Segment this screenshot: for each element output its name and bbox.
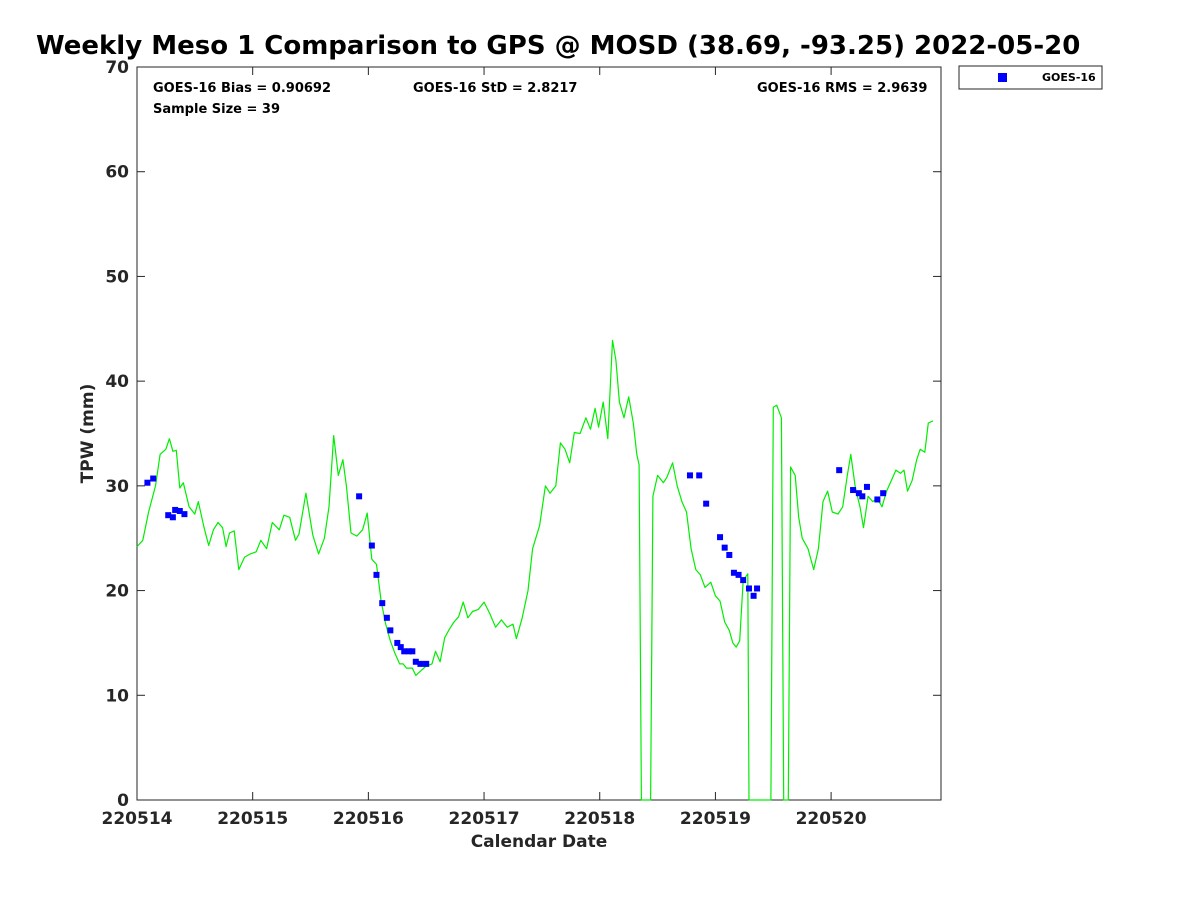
goes-16-point [735,571,742,578]
goes-16-point [750,592,757,599]
y-axis-label: TPW (mm) [78,384,98,484]
goes-16-point [379,600,386,607]
goes-16-point [863,483,870,490]
y-tick-label: 20 [105,582,129,602]
goes-16-point [717,534,724,541]
x-tick-label: 220519 [680,809,751,829]
plot-area [136,66,942,801]
gps-series [136,339,934,801]
goes-16-point [880,490,887,497]
y-tick-label: 0 [117,791,129,811]
goes-16-point [409,648,416,655]
x-tick-label: 220514 [102,809,173,829]
goes-16-point [726,551,733,558]
goes-16-point [836,467,843,474]
x-tick-label: 220515 [217,809,288,829]
legend-label-goes-16: GOES-16 [1042,71,1096,84]
legend-marker-goes-16 [998,73,1007,82]
goes-16-point [423,660,430,667]
goes-16-point [745,585,752,592]
goes-16-point [850,487,857,494]
chart-title: Weekly Meso 1 Comparison to GPS @ MOSD (… [36,31,1080,61]
y-tick-label: 70 [105,58,129,78]
goes-16-point [686,472,693,479]
goes-16-point [859,493,866,500]
goes-16-point [397,644,404,651]
y-tick-label: 10 [105,686,129,706]
goes-16-point [394,639,401,646]
y-tick-label: 40 [105,372,129,392]
goes-16-point [721,544,728,551]
rms-stat: GOES-16 RMS = 2.9639 [757,81,927,96]
goes-16-point [368,542,375,549]
goes-16-point [383,614,390,621]
goes-16-point [855,490,862,497]
x-tick-label: 220516 [333,809,404,829]
x-tick-label: 220518 [564,809,635,829]
x-tick-label: 220517 [449,809,520,829]
goes-16-point [150,475,157,482]
legend: GOES-16 [958,65,1103,90]
gps-line [136,339,934,801]
goes-16-point [740,577,747,584]
goes-16-point [176,507,183,514]
goes-16-series [144,467,887,667]
y-tick-label: 50 [105,267,129,287]
goes-16-point [401,648,408,655]
std-stat: GOES-16 StD = 2.8217 [413,81,577,96]
goes-16-point [181,511,188,518]
x-axis-label: Calendar Date [471,832,608,852]
bias-stat: GOES-16 Bias = 0.90692 [153,81,331,96]
goes-16-point [405,648,412,655]
goes-16-point [172,506,179,513]
goes-16-point [730,569,737,576]
x-axis: 220514 220515 220516 220517 220518 220519 2205… [102,67,867,829]
goes-16-point [165,512,172,519]
y-tick-label: 60 [105,163,129,183]
goes-16-point [356,493,363,500]
y-axis: 0 10 20 30 40 50 60 70 [105,58,941,811]
goes-16-point [169,514,176,521]
goes-16-point [754,585,761,592]
goes-16-point [703,500,710,507]
goes-16-point [874,496,881,503]
goes-16-point [387,627,394,634]
goes-16-point [696,472,703,479]
x-tick-label: 220520 [796,809,867,829]
y-tick-label: 30 [105,477,129,497]
goes-16-point [144,479,151,486]
goes-16-point [417,660,424,667]
goes-16-point [412,658,419,665]
goes-16-point [373,571,380,578]
sample-size-stat: Sample Size = 39 [153,102,280,117]
legend-box [958,65,1103,90]
